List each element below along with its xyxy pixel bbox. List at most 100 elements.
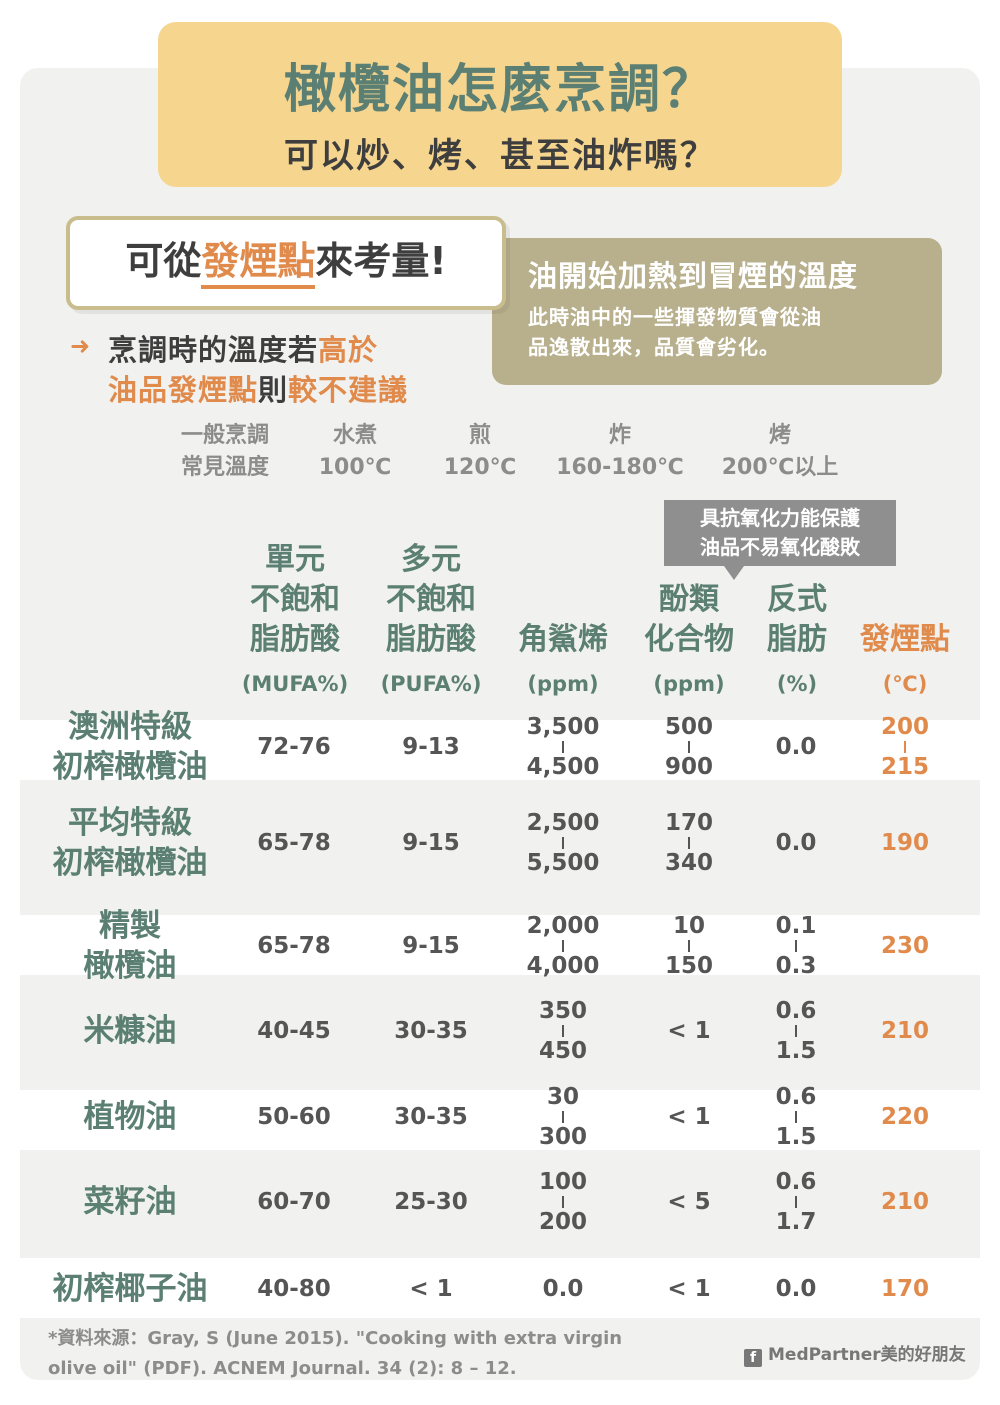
oil-name-line: 精製 bbox=[99, 908, 161, 944]
cell-range-trans: 0.6 1.5 bbox=[736, 1083, 856, 1151]
cell-mufa: 50-60 bbox=[257, 1104, 331, 1130]
column-header-squalene: 角鯊烯 (ppm) bbox=[500, 620, 626, 704]
cell-phenol: < 1 bbox=[667, 1104, 711, 1130]
cell-mufa: 65-78 bbox=[257, 830, 331, 856]
oil-name: 菜籽油 bbox=[20, 1182, 240, 1222]
cell-trans: 0.0 bbox=[775, 830, 817, 856]
header-line: 不飽和 bbox=[250, 582, 340, 617]
note-text: 烹調時的溫度若 bbox=[108, 333, 319, 367]
cell-trans: 0.0 bbox=[775, 734, 817, 760]
oil-name-line: 澳洲特級 bbox=[68, 709, 192, 745]
table-row bbox=[20, 720, 980, 780]
cell-mufa: 60-70 bbox=[257, 1189, 331, 1215]
definition-description: 此時油中的一些揮發物質會從油 品逸散出來，品質會劣化。 bbox=[528, 302, 942, 362]
cooking-method-pan-fry: 煎 120℃ bbox=[425, 420, 535, 484]
range-max: 215 bbox=[880, 754, 929, 780]
table-row bbox=[20, 1090, 980, 1150]
range-max: 150 bbox=[664, 953, 713, 979]
definition-line: 此時油中的一些揮發物質會從油 bbox=[528, 305, 822, 329]
header-line: 化合物 bbox=[644, 622, 734, 657]
range-min: 0.6 bbox=[775, 1169, 817, 1195]
header-line: 酚類 bbox=[659, 582, 719, 617]
range-divider bbox=[795, 1111, 797, 1123]
range-divider bbox=[688, 741, 690, 753]
citation-line: olive oil" (PDF). ACNEM Journal. 34 (2):… bbox=[48, 1358, 517, 1379]
source-citation: *資料來源：Gray, S (June 2015). "Cooking with… bbox=[48, 1324, 622, 1384]
range-min: 0.6 bbox=[775, 1084, 817, 1110]
cell-mufa: 40-45 bbox=[257, 1018, 331, 1044]
citation-line: *資料來源：Gray, S (June 2015). "Cooking with… bbox=[48, 1328, 623, 1349]
oil-name-line: 初榨橄欖油 bbox=[52, 749, 208, 785]
cell-pufa: 9-15 bbox=[402, 933, 460, 959]
range-max: 900 bbox=[664, 754, 713, 780]
column-header-pufa: 多元 不飽和 脂肪酸 (PUFA%) bbox=[364, 540, 498, 704]
cell-smoke: 190 bbox=[880, 830, 929, 856]
cooking-method-temp: 200℃以上 bbox=[721, 455, 839, 480]
oil-name-line: 植物油 bbox=[83, 1099, 177, 1135]
range-max: 300 bbox=[538, 1124, 587, 1150]
range-divider bbox=[562, 1111, 564, 1123]
range-max: 1.7 bbox=[775, 1209, 817, 1235]
tag-text: 可從發煙點來考量! bbox=[70, 236, 502, 289]
cooking-method-name: 烤 bbox=[768, 423, 791, 448]
cell-mufa: 65-78 bbox=[257, 933, 331, 959]
page-subtitle: 可以炒、烤、甚至油炸嗎？ bbox=[284, 136, 716, 176]
cell-smoke: 210 bbox=[880, 1189, 929, 1215]
range-divider bbox=[562, 1025, 564, 1037]
callout-pointer bbox=[724, 566, 744, 580]
smoke-point-tag: 可從發煙點來考量! bbox=[66, 216, 506, 310]
cell-range-trans: 0.6 1.5 bbox=[736, 997, 856, 1065]
cell-range-squalene: 3,500 4,500 bbox=[503, 713, 623, 781]
definition-line: 品逸散出來，品質會劣化。 bbox=[528, 335, 780, 359]
brand-name: MedPartner美的好朋友 bbox=[768, 1345, 966, 1365]
cell-pufa: 30-35 bbox=[394, 1104, 468, 1130]
cell-smoke: 170 bbox=[880, 1276, 929, 1302]
column-header-smoke-point: 發煙點 (℃) bbox=[846, 620, 964, 704]
cell-range-phenol: 10 150 bbox=[629, 912, 749, 980]
range-divider bbox=[795, 1196, 797, 1208]
header-unit: (ppm) bbox=[653, 672, 725, 696]
cell-smoke: 210 bbox=[880, 1018, 929, 1044]
header-line: 不飽和 bbox=[386, 582, 476, 617]
range-max: 4,500 bbox=[526, 754, 600, 780]
column-header-mufa: 單元 不飽和 脂肪酸 (MUFA%) bbox=[228, 540, 362, 704]
header-line: 多元 bbox=[401, 542, 461, 577]
header-line: 發煙點 bbox=[860, 622, 950, 657]
range-divider bbox=[795, 940, 797, 952]
range-max: 5,500 bbox=[526, 850, 600, 876]
oil-name-line: 平均特級 bbox=[68, 805, 192, 841]
smoke-point-definition-box: 油開始加熱到冒煙的溫度 此時油中的一些揮發物質會從油 品逸散出來，品質會劣化。 bbox=[492, 238, 942, 385]
oil-name: 米糠油 bbox=[20, 1011, 240, 1051]
oil-name-line: 初榨橄欖油 bbox=[52, 845, 208, 881]
brand-credit: f MedPartner美的好朋友 bbox=[744, 1340, 966, 1367]
cell-range-phenol: 500 900 bbox=[629, 713, 749, 781]
cell-smoke: 230 bbox=[880, 933, 929, 959]
header-unit: (℃) bbox=[882, 672, 928, 696]
definition-title: 油開始加熱到冒煙的溫度 bbox=[528, 259, 859, 293]
note-highlight: 較不建議 bbox=[288, 373, 409, 407]
range-divider bbox=[795, 1025, 797, 1037]
cell-trans: 0.0 bbox=[775, 1276, 817, 1302]
cell-pufa: < 1 bbox=[409, 1276, 453, 1302]
header-line: 單元 bbox=[265, 542, 325, 577]
cooking-method-deep-fry: 炸 160-180℃ bbox=[555, 420, 685, 484]
cell-range-trans: 0.6 1.7 bbox=[736, 1168, 856, 1236]
range-min: 10 bbox=[672, 913, 705, 939]
cell-squalene: 0.0 bbox=[542, 1276, 584, 1302]
range-max: 200 bbox=[538, 1209, 587, 1235]
header-line: 脂肪酸 bbox=[250, 622, 340, 657]
cell-phenol: < 1 bbox=[667, 1276, 711, 1302]
callout-line: 具抗氧化力能保護 bbox=[700, 506, 860, 530]
cooking-method-temp: 100℃ bbox=[318, 455, 392, 480]
cell-range-squalene: 100 200 bbox=[503, 1168, 623, 1236]
oil-name-line: 初榨椰子油 bbox=[52, 1271, 208, 1307]
cell-range-smoke: 200 215 bbox=[845, 713, 965, 781]
oil-name: 植物油 bbox=[20, 1097, 240, 1137]
range-max: 450 bbox=[538, 1038, 587, 1064]
cell-range-squalene: 2,000 4,000 bbox=[503, 912, 623, 980]
range-min: 170 bbox=[664, 810, 713, 836]
range-min: 0.1 bbox=[775, 913, 817, 939]
cooking-method-name: 煎 bbox=[468, 423, 491, 448]
cooking-method-bake: 烤 200℃以上 bbox=[710, 420, 850, 484]
range-divider bbox=[688, 837, 690, 849]
